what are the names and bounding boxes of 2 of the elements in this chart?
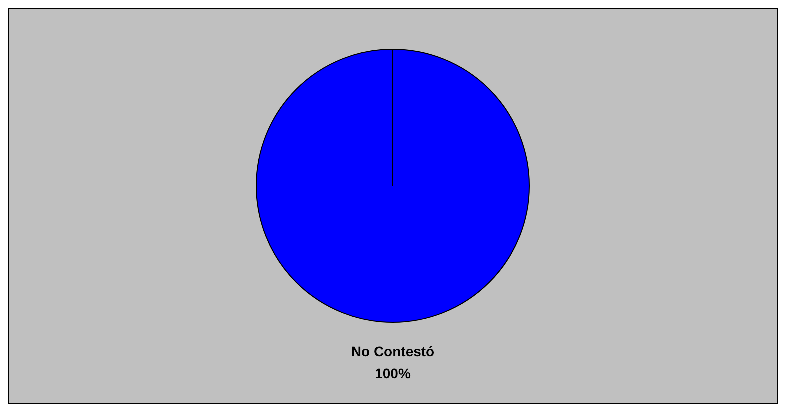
slice-label: No Contestó <box>351 343 435 360</box>
data-label: 100% <box>375 365 412 382</box>
